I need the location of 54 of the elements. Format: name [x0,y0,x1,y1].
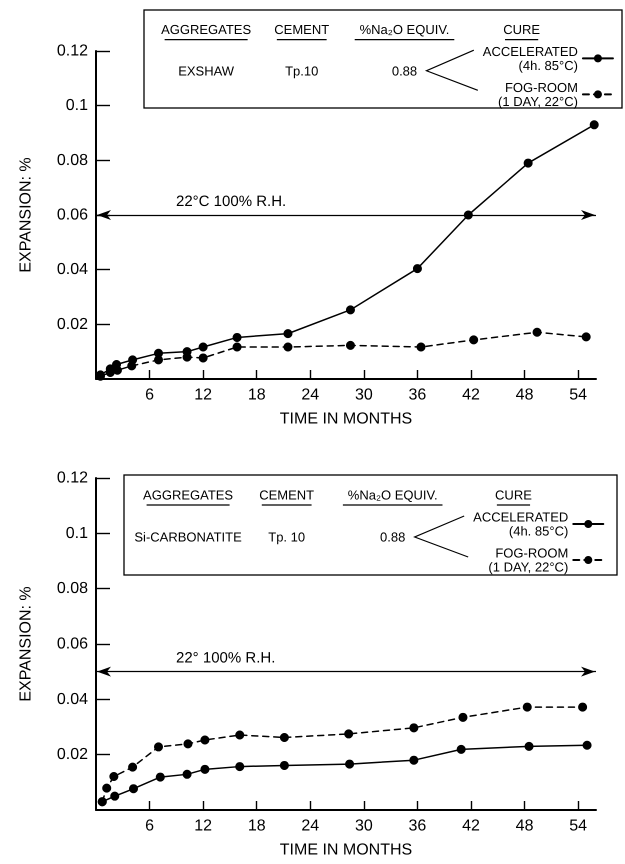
x-tick-label: 18 [248,386,266,404]
text: %Na₂O EQUIV. [360,22,450,38]
legend-label: ACCELERATED (4h. 85°C) [473,510,568,538]
x-tick-label: 48 [516,386,534,404]
annotation: AGGREGATES [143,488,234,502]
x-tick-label: 12 [194,818,212,834]
x-tick-label: 54 [569,386,588,404]
annotation: CEMENT [259,488,314,502]
x-tick-label: 24 [301,818,320,834]
y-axis-title: EXPANSION: % [18,586,34,702]
text: CEMENT [274,22,330,38]
annotation: %Na₂O EQUIV. [348,488,438,502]
annotation: EXSHAW [178,63,235,78]
annotation: Si-CARBONATITE [134,530,242,544]
legend-label: ACCELERATED (4h. 85°C) [482,44,578,73]
x-tick-label: 12 [194,386,212,404]
ref-line-label: 22°C 100% R.H. [176,193,286,210]
y-tick-label: 0.02 [56,746,88,764]
x-tick-label: 48 [516,818,534,834]
x-tick-label: 36 [408,386,426,404]
x-axis-title: TIME IN MONTHS [280,842,412,858]
annotation: 0.88 [392,63,418,78]
text: CURE [503,22,540,38]
y-tick-label: 0.1 [66,524,88,542]
x-tick-label: 6 [145,386,154,404]
legend-label: FOG-ROOM (1 DAY, 22°C) [498,80,578,109]
annotation: CURE [495,488,532,502]
y-tick-label: 0.12 [56,42,88,60]
y-tick-label: 0.08 [56,152,88,169]
x-tick-label: 18 [248,818,266,834]
x-tick-label: 42 [462,818,480,834]
annotation: Tp. 10 [268,530,306,544]
x-tick-label: 42 [462,386,480,404]
x-tick-label: 30 [354,818,373,834]
x-tick-label: 36 [408,818,426,834]
annotation: 0.88 [380,530,406,544]
y-axis-title: EXPANSION: % [18,157,34,273]
x-tick-label: 54 [569,818,588,834]
x-tick-label: 30 [354,386,373,404]
x-tick-label: 6 [145,818,154,834]
y-tick-label: 0.1 [66,97,88,114]
x-tick-label: 24 [301,386,320,404]
x-axis-title: TIME IN MONTHS [280,410,412,428]
y-tick-label: 0.04 [56,261,88,278]
y-tick-label: 0.12 [56,470,88,486]
y-tick-label: 0.02 [56,316,88,333]
legend-label: FOG-ROOM (1 DAY, 22°C) [488,546,568,574]
ref-line-label: 22° 100% R.H. [176,650,276,667]
annotation: Tp.10 [285,63,318,78]
y-tick-label: 0.08 [56,580,88,598]
y-tick-label: 0.06 [56,206,88,224]
y-tick-label: 0.06 [56,636,88,652]
text: AGGREGATES [161,22,252,38]
y-tick-label: 0.04 [56,690,88,708]
